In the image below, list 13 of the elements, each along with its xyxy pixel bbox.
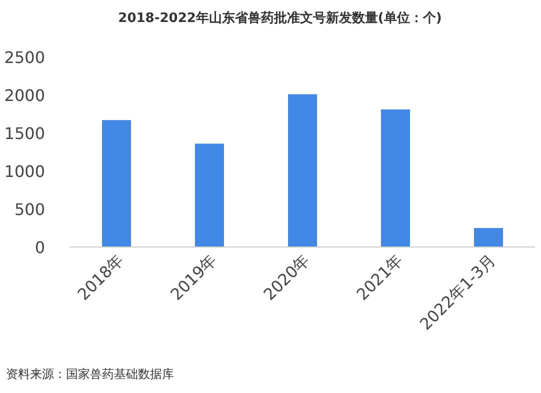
y-tick-label: 500	[14, 200, 45, 219]
bar	[195, 144, 224, 247]
bar	[381, 109, 410, 247]
chart-title: 2018-2022年山东省兽药批准文号新发数量(单位：个)	[118, 10, 442, 26]
y-tick-label: 1500	[4, 124, 45, 143]
bar	[288, 94, 317, 247]
y-tick-label: 1000	[4, 162, 45, 181]
bar	[474, 228, 503, 247]
y-tick-label: 2500	[4, 48, 45, 67]
y-tick-label: 2000	[4, 86, 45, 105]
bar	[102, 120, 131, 247]
y-tick-label: 0	[34, 238, 45, 257]
text: 资料来源：国家兽药基础数据库	[6, 367, 174, 381]
